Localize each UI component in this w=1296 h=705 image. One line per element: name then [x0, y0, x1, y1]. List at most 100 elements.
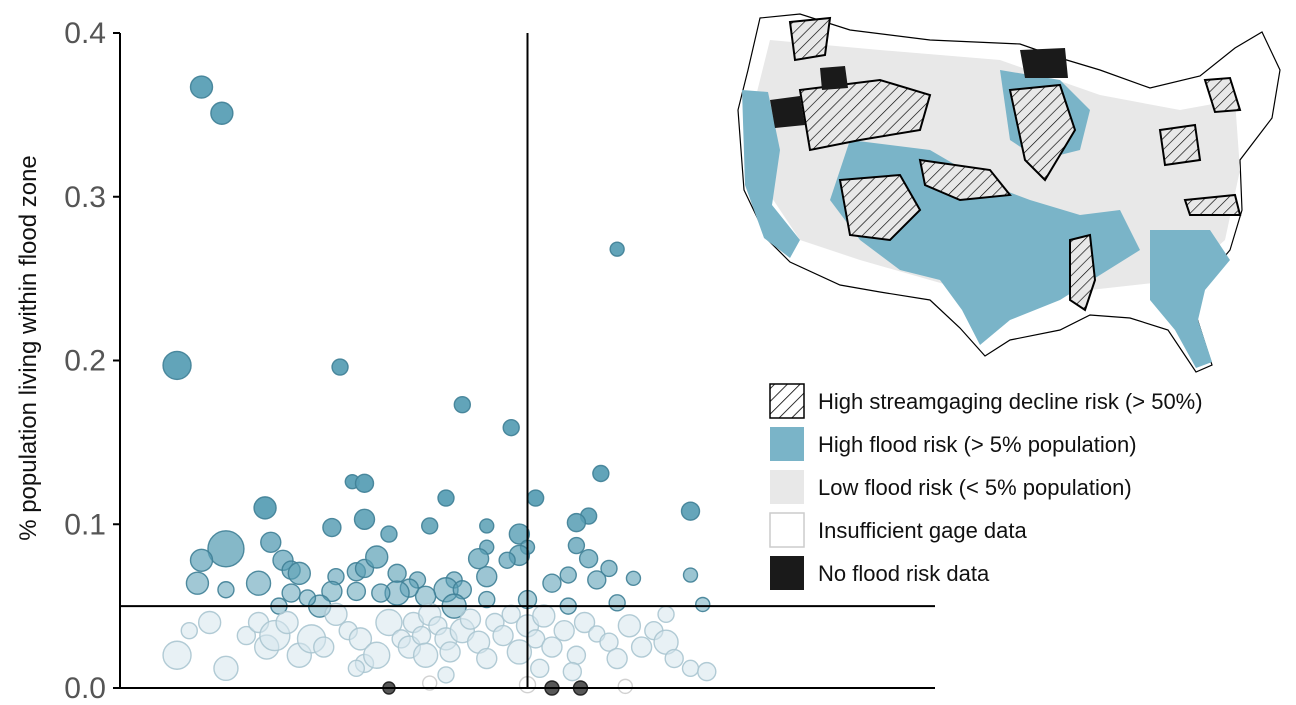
data-point	[363, 641, 391, 669]
data-point	[630, 636, 653, 658]
data-point	[322, 517, 342, 538]
data-point	[530, 658, 550, 679]
data-point	[657, 605, 675, 624]
data-point	[347, 659, 366, 678]
legend-label: No flood risk data	[818, 561, 990, 586]
us-flood-risk-map	[737, 13, 1281, 373]
y-tick-label: 0.3	[64, 181, 106, 214]
data-point	[459, 608, 482, 630]
data-point	[695, 596, 711, 613]
data-point	[492, 624, 514, 647]
data-point	[437, 666, 455, 684]
data-point	[245, 570, 272, 596]
data-point	[353, 508, 376, 531]
data-point	[422, 675, 438, 691]
data-point	[541, 636, 563, 658]
high-flood-west	[742, 90, 800, 258]
data-point	[542, 573, 562, 593]
data-point	[526, 489, 545, 507]
data-point	[608, 594, 626, 612]
data-point	[217, 581, 235, 599]
legend-swatch	[770, 556, 804, 590]
data-point	[562, 661, 583, 682]
data-point	[439, 641, 461, 663]
legend-label: Insufficient gage data	[818, 518, 1028, 543]
data-point	[281, 583, 301, 603]
high-flood-southeast	[1150, 230, 1230, 368]
data-point	[210, 101, 234, 125]
data-point	[609, 241, 625, 257]
hatched-region-1	[788, 16, 832, 62]
data-point	[437, 489, 455, 507]
data-point	[476, 565, 498, 588]
hatched-region-3	[838, 173, 922, 242]
data-point	[532, 604, 556, 628]
data-point	[682, 567, 699, 583]
data-point	[275, 610, 299, 635]
data-point	[467, 547, 490, 570]
legend-label: Low flood risk (< 5% population)	[818, 475, 1132, 500]
data-point	[567, 536, 586, 555]
data-point	[592, 464, 610, 483]
no-data-region-1	[770, 96, 805, 128]
data-point	[375, 608, 403, 637]
data-point	[681, 659, 700, 678]
data-point	[697, 661, 717, 682]
data-point	[600, 559, 618, 578]
data-point	[566, 645, 587, 665]
data-point	[506, 639, 533, 665]
y-tick-label: 0.1	[64, 508, 106, 541]
data-point	[185, 571, 210, 595]
data-point	[236, 625, 257, 646]
data-point	[680, 501, 701, 521]
y-axis-ticks: 0.0 0.1 0.2 0.3 0.4	[64, 17, 120, 705]
plot-area: 0.0 0.1 0.2 0.3 0.4 % population living with…	[15, 17, 935, 705]
data-point	[346, 581, 367, 602]
data-point	[412, 642, 439, 668]
data-point	[498, 551, 516, 569]
data-point	[180, 621, 198, 640]
hatched-region-8	[1203, 76, 1242, 114]
legend-swatch	[770, 427, 804, 461]
data-point	[476, 647, 498, 670]
data-point	[197, 610, 222, 635]
no-data-region-3	[1020, 48, 1068, 78]
data-point	[387, 563, 407, 584]
data-point	[207, 530, 245, 568]
data-point	[508, 523, 531, 545]
data-point	[260, 531, 282, 553]
legend-swatch	[769, 383, 805, 419]
y-tick-label: 0.4	[64, 17, 106, 50]
data-point	[162, 350, 192, 381]
data-point	[331, 358, 349, 376]
data-point	[617, 678, 633, 695]
data-point	[553, 619, 575, 642]
data-point	[502, 418, 520, 437]
data-point	[348, 627, 373, 651]
legend: High streamgaging decline risk (> 50%) Hi…	[769, 383, 1203, 590]
data-point	[371, 583, 391, 603]
data-point	[162, 640, 192, 670]
data-point	[287, 561, 311, 586]
data-point	[625, 570, 642, 586]
data-point	[298, 589, 317, 607]
data-point	[189, 75, 214, 99]
y-tick-label: 0.0	[64, 672, 106, 705]
data-point	[573, 611, 596, 634]
hatched-region-7	[1183, 193, 1242, 216]
hatched-region-6	[1069, 233, 1097, 312]
data-point	[587, 570, 607, 590]
data-point	[421, 517, 439, 535]
legend-label: High streamgaging decline risk (> 50%)	[818, 389, 1203, 414]
data-point	[453, 396, 471, 414]
data-point	[479, 518, 495, 534]
data-point	[213, 655, 239, 682]
data-point	[321, 580, 343, 603]
data-point	[411, 625, 432, 646]
data-point	[380, 525, 398, 543]
data-point	[365, 545, 389, 569]
hatched-region-2	[798, 78, 932, 152]
data-point	[253, 496, 277, 520]
hatched-region-4	[918, 158, 1012, 202]
legend-swatch	[769, 512, 805, 548]
